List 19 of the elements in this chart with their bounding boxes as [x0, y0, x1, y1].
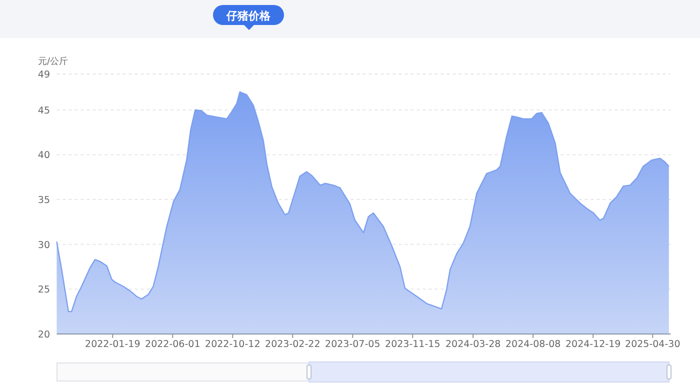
y-tick-label: 35: [38, 195, 50, 206]
x-tick-label: 2024-12-19: [565, 339, 621, 350]
x-tick-label: 2024-03-28: [445, 339, 501, 350]
y-tick-label: 40: [38, 150, 50, 162]
x-tick-label: 2025-04-30: [625, 339, 680, 350]
y-axis-title: 元/公斤: [38, 56, 68, 67]
x-tick-label: 2022-10-12: [205, 339, 260, 350]
x-tick-label: 2023-02-22: [265, 339, 320, 350]
x-tick-label: 2024-08-08: [505, 339, 561, 350]
y-tick-label: 20: [38, 330, 50, 340]
x-tick-label: 2022-06-01: [145, 339, 200, 350]
x-tick-label: 2023-11-15: [385, 339, 440, 350]
y-tick-label: 25: [38, 284, 50, 296]
x-tick-label: 2023-07-05: [325, 339, 380, 350]
y-tick-label: 49: [38, 70, 50, 80]
chart-title: 仔猪价格: [226, 10, 272, 22]
x-tick-label: 2022-01-19: [85, 339, 140, 350]
y-tick-label: 30: [38, 240, 50, 251]
y-tick-label: 45: [38, 105, 50, 116]
